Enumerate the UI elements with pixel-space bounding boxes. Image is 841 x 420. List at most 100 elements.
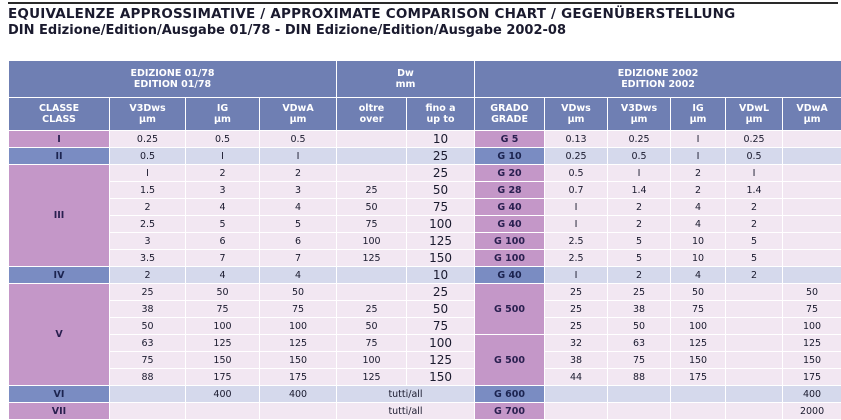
cell-vdws bbox=[545, 403, 608, 420]
cell-v3dws-2002: 38 bbox=[608, 301, 671, 318]
grade-cell: G 500 bbox=[475, 284, 545, 335]
cell-vdws: 0.5 bbox=[545, 165, 608, 182]
cell-over bbox=[337, 284, 407, 301]
cell-ig: 50 bbox=[186, 284, 260, 301]
cell-vdws: 0.25 bbox=[545, 148, 608, 165]
cell-vdwa: 4 bbox=[260, 199, 337, 216]
table-row: IV 2 4 4 10 G 40 I 2 4 2 bbox=[9, 267, 841, 284]
cell-v3dws: 0.5 bbox=[110, 148, 186, 165]
cell-vdwa: 150 bbox=[260, 352, 337, 369]
cell-over bbox=[337, 148, 407, 165]
cell-ig-2002: 4 bbox=[671, 216, 726, 233]
grade-cell: G 28 bbox=[475, 182, 545, 199]
cell-vdws: 2.5 bbox=[545, 233, 608, 250]
cell-v3dws-2002 bbox=[608, 386, 671, 403]
cell-vdwl: 2 bbox=[726, 267, 783, 284]
cell-upto: 100 bbox=[407, 216, 475, 233]
cell-vdwa-2002: 50 bbox=[783, 284, 841, 301]
cell-vdws: I bbox=[545, 267, 608, 284]
cell-vdwa: 3 bbox=[260, 182, 337, 199]
cell-v3dws bbox=[110, 386, 186, 403]
cell-vdwa-2002 bbox=[783, 267, 841, 284]
cell-vdws: I bbox=[545, 216, 608, 233]
cell-dw-all: tutti/all bbox=[337, 403, 475, 420]
cell-v3dws-2002: 2 bbox=[608, 267, 671, 284]
page-title-block: EQUIVALENZE APPROSSIMATIVE / APPROXIMATE… bbox=[8, 2, 838, 39]
cell-vdwa-2002: 400 bbox=[783, 386, 841, 403]
cell-ig-2002: 100 bbox=[671, 318, 726, 335]
cell-ig: 175 bbox=[186, 369, 260, 386]
cell-vdws: I bbox=[545, 199, 608, 216]
cell-ig-2002: 125 bbox=[671, 335, 726, 352]
table-row: 1.5 3 3 25 50 G 28 0.7 1.4 2 1.4 bbox=[9, 182, 841, 199]
cell-v3dws-2002: 75 bbox=[608, 352, 671, 369]
cell-vdws: 44 bbox=[545, 369, 608, 386]
cell-vdwa-2002 bbox=[783, 148, 841, 165]
cell-upto: 50 bbox=[407, 182, 475, 199]
cell-v3dws-2002: 63 bbox=[608, 335, 671, 352]
cell-upto: 10 bbox=[407, 131, 475, 148]
cell-vdwa: 6 bbox=[260, 233, 337, 250]
cell-v3dws: 63 bbox=[110, 335, 186, 352]
cell-ig-2002: 150 bbox=[671, 352, 726, 369]
cell-ig bbox=[186, 403, 260, 420]
cell-vdwa: 2 bbox=[260, 165, 337, 182]
cell-vdwa-2002 bbox=[783, 233, 841, 250]
grade-cell: G 40 bbox=[475, 199, 545, 216]
cell-vdwa-2002: 125 bbox=[783, 335, 841, 352]
cell-ig: 100 bbox=[186, 318, 260, 335]
cell-vdws: 25 bbox=[545, 318, 608, 335]
table-row: 88 175 175 125 150 44 88 175 175 bbox=[9, 369, 841, 386]
cell-vdwl bbox=[726, 386, 783, 403]
cell-v3dws: 2 bbox=[110, 267, 186, 284]
cell-ig: I bbox=[186, 148, 260, 165]
cell-ig-2002: 10 bbox=[671, 250, 726, 267]
cell-vdwa-2002: 2000 bbox=[783, 403, 841, 420]
cell-upto: 10 bbox=[407, 267, 475, 284]
cell-vdwa: 0.5 bbox=[260, 131, 337, 148]
cell-vdwa-2002 bbox=[783, 199, 841, 216]
cell-v3dws-2002: 0.5 bbox=[608, 148, 671, 165]
cell-v3dws: 3.5 bbox=[110, 250, 186, 267]
cell-vdwl bbox=[726, 369, 783, 386]
cell-vdwa-2002 bbox=[783, 182, 841, 199]
cell-over: 75 bbox=[337, 216, 407, 233]
cell-vdwl: 0.5 bbox=[726, 148, 783, 165]
cell-vdwa: 5 bbox=[260, 216, 337, 233]
class-cell: VII bbox=[9, 403, 110, 420]
cell-v3dws-2002: 5 bbox=[608, 250, 671, 267]
cell-v3dws: 1.5 bbox=[110, 182, 186, 199]
cell-over bbox=[337, 165, 407, 182]
cell-ig-2002: 10 bbox=[671, 233, 726, 250]
cell-over: 100 bbox=[337, 352, 407, 369]
cell-v3dws: 25 bbox=[110, 284, 186, 301]
page-subtitle: DIN Edizione/Edition/Ausgabe 01/78 - DIN… bbox=[8, 23, 838, 39]
grade-cell: G 100 bbox=[475, 233, 545, 250]
grade-cell: G 5 bbox=[475, 131, 545, 148]
cell-vdwa-2002 bbox=[783, 131, 841, 148]
cell-v3dws-2002: 1.4 bbox=[608, 182, 671, 199]
cell-ig-2002: 175 bbox=[671, 369, 726, 386]
grade-cell: G 500 bbox=[475, 335, 545, 386]
cell-upto: 75 bbox=[407, 318, 475, 335]
cell-upto: 150 bbox=[407, 369, 475, 386]
cell-ig: 7 bbox=[186, 250, 260, 267]
cell-vdwa-2002: 75 bbox=[783, 301, 841, 318]
cell-over: 100 bbox=[337, 233, 407, 250]
cell-ig: 0.5 bbox=[186, 131, 260, 148]
grade-cell: G 600 bbox=[475, 386, 545, 403]
cell-v3dws: I bbox=[110, 165, 186, 182]
table-row: 3.5 7 7 125 150 G 100 2.5 5 10 5 bbox=[9, 250, 841, 267]
cell-ig-2002: 4 bbox=[671, 199, 726, 216]
cell-ig-2002: I bbox=[671, 148, 726, 165]
